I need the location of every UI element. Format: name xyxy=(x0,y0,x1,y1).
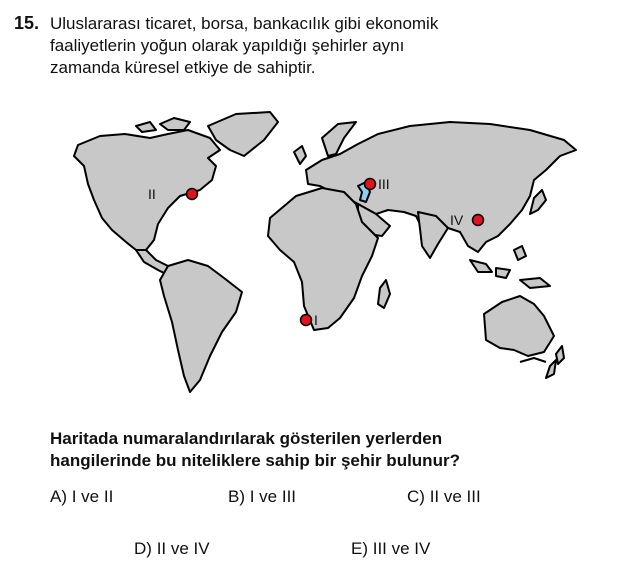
arctic-islands xyxy=(135,121,157,133)
australia xyxy=(483,295,555,357)
option-letter: B) xyxy=(228,487,245,506)
question-prompt: Haritada numaralandırılarak gösterilen y… xyxy=(50,428,610,472)
marker-dot xyxy=(363,177,377,191)
option-a[interactable]: A) I ve II xyxy=(50,487,113,507)
southeast-asia-islands xyxy=(519,277,551,289)
world-map: II III IV I xyxy=(73,111,577,393)
southeast-asia-islands xyxy=(469,259,493,273)
option-b[interactable]: B) I ve III xyxy=(228,487,296,507)
option-c[interactable]: C) II ve III xyxy=(407,487,481,507)
option-letter: A) xyxy=(50,487,67,506)
option-letter: E) xyxy=(351,539,368,558)
southeast-asia-islands xyxy=(495,267,511,279)
marker-I: I xyxy=(299,312,318,328)
japan xyxy=(529,189,547,215)
option-text: I ve III xyxy=(249,487,297,506)
marker-label: III xyxy=(378,176,390,192)
britain xyxy=(293,145,307,165)
option-text: II ve IV xyxy=(156,539,210,558)
option-letter: D) xyxy=(134,539,152,558)
option-letter: C) xyxy=(407,487,425,506)
marker-label: IV xyxy=(450,212,464,228)
southeast-asia-islands xyxy=(513,245,527,261)
prompt-line: hangilerinde bu niteliklere sahip bir şe… xyxy=(50,451,460,470)
marker-label: I xyxy=(314,312,318,328)
new-zealand xyxy=(555,345,565,365)
south-america xyxy=(159,259,243,393)
option-text: I ve II xyxy=(71,487,114,506)
africa xyxy=(267,187,379,331)
greenland xyxy=(207,111,279,157)
madagascar xyxy=(377,279,391,309)
stem-line: Uluslararası ticaret, borsa, bankacılık … xyxy=(50,14,439,33)
marker-dot xyxy=(185,187,199,201)
scandinavia xyxy=(321,121,357,157)
new-zealand xyxy=(545,359,557,379)
stem-line: zamanda küresel etkiye de sahiptir. xyxy=(50,58,316,77)
marker-IV: IV xyxy=(450,212,485,228)
option-e[interactable]: E) III ve IV xyxy=(351,539,430,559)
marker-dot xyxy=(299,313,313,327)
option-text: III ve IV xyxy=(372,539,431,558)
marker-II: II xyxy=(148,186,199,202)
north-america xyxy=(73,129,221,251)
question-number: 15. xyxy=(14,13,40,33)
prompt-line: Haritada numaralandırılarak gösterilen y… xyxy=(50,429,443,448)
stem-line: faaliyetlerin yoğun olarak yapıldığı şeh… xyxy=(50,36,405,55)
india xyxy=(417,211,449,259)
marker-dot xyxy=(471,213,485,227)
marker-label: II xyxy=(148,186,156,202)
question-stem: Uluslararası ticaret, borsa, bankacılık … xyxy=(50,13,570,79)
arctic-islands xyxy=(159,117,191,131)
option-d[interactable]: D) II ve IV xyxy=(134,539,210,559)
option-text: II ve III xyxy=(429,487,481,506)
marker-III: III xyxy=(363,176,390,192)
antarctic-fragment xyxy=(519,357,547,363)
